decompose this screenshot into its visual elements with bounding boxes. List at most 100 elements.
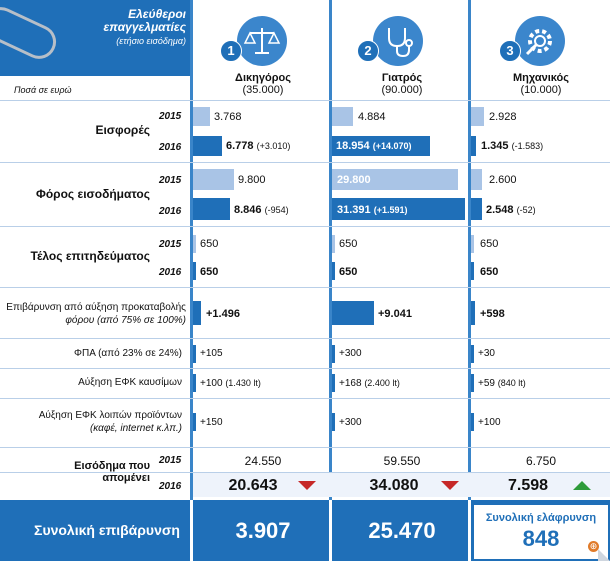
year-2015: 2015: [159, 455, 182, 466]
row-divider: [0, 472, 610, 473]
contributions-2015-value-2: 4.884: [358, 111, 386, 123]
profession-2-name: Γιατρός: [381, 72, 423, 84]
remaining-income-2016-value-1: 20.643: [228, 477, 278, 494]
income-tax-label: Φόρος εισοδήματος: [36, 187, 150, 201]
header-subtitle: (ετήσιο εισόδημα): [116, 36, 186, 46]
page-corner-fold: [598, 549, 610, 561]
profession-2-number-badge: 2: [357, 40, 379, 62]
scales-icon: [237, 16, 287, 66]
column-divider-1: [190, 0, 193, 505]
vat-label: ΦΠΑ (από 23% σε 24%): [74, 348, 182, 359]
fuel-excise-amount-1: +100: [200, 378, 223, 389]
income-tax-2016-bar-1: [193, 198, 230, 220]
fuel-excise-tick-2: [332, 374, 335, 392]
stethoscope-icon: [373, 16, 423, 66]
income-tax-2016-value-2: 31.391 (+1.591): [337, 204, 408, 216]
other-excise-value-1: +150: [200, 417, 223, 428]
row-divider: [0, 368, 610, 369]
share-icon[interactable]: ⊕: [588, 541, 599, 552]
profession-1-name: Δικηγόρος: [235, 72, 291, 84]
fuel-excise-tick-1: [193, 374, 196, 392]
professional-fee-2015-value-2: 650: [339, 238, 358, 250]
fuel-excise-amount-3: +59: [478, 378, 495, 389]
remaining-income-label-line2: απομένει: [102, 472, 150, 484]
contributions-2016-delta-1: (+3.010): [256, 141, 291, 151]
remaining-income-2015-value-3: 6.750: [525, 454, 557, 468]
totals-divider-1: [190, 500, 193, 561]
professional-fee-label: Τέλος επιτηδεύματος: [30, 249, 150, 263]
other-excise-tick-1: [193, 413, 196, 431]
profession-1-number-badge: 1: [220, 40, 242, 62]
other-excise-value-3: +100: [478, 417, 501, 428]
professional-fee-2016-value-2: 650: [339, 266, 358, 278]
year-2015: 2015: [159, 111, 182, 122]
trend-up-icon: [573, 481, 591, 490]
year-2016: 2016: [159, 206, 182, 217]
fuel-excise-amount-2: +168: [339, 378, 362, 389]
year-2016: 2016: [159, 142, 182, 153]
income-tax-2016-bar-3: [471, 198, 482, 220]
fuel-excise-note-1: (1.430 lt): [225, 378, 261, 388]
year-2016: 2016: [159, 481, 182, 492]
income-tax-2015-bar-2: [332, 169, 458, 190]
year-2016: 2016: [159, 267, 182, 278]
contributions-2016-amount-1: 6.778: [226, 140, 254, 152]
trend-down-icon: [441, 481, 459, 490]
income-tax-2016-amount-1: 8.846: [234, 204, 262, 216]
remaining-income-2016-value-3: 7.598: [507, 477, 549, 494]
row-divider: [0, 398, 610, 399]
contributions-2016-bar-1: [193, 136, 222, 156]
income-tax-2016-amount-2: 31.391: [337, 204, 371, 216]
professional-fee-2016-tick-2: [332, 262, 335, 280]
income-tax-2015-value-1: 9.800: [238, 174, 266, 186]
income-tax-2016-amount-3: 2.548: [486, 204, 514, 216]
income-tax-2015-value-3: 2.600: [489, 174, 517, 186]
income-tax-2016-delta-3: (-52): [516, 205, 536, 215]
remaining-income-label-line1: Εισόδημα που: [74, 460, 150, 472]
total-burden-value-1: 3.907: [235, 518, 291, 543]
professional-fee-2016-value-3: 650: [480, 266, 499, 278]
contributions-label: Εισφορές: [95, 123, 150, 137]
total-relief-value: 848: [522, 526, 560, 551]
fuel-excise-value-1: +100 (1.430 lt): [200, 377, 261, 390]
other-excise-label-line2: (καφέ, internet κ.λπ.): [89, 423, 182, 434]
totals-divider-2: [329, 500, 332, 561]
income-tax-2016-value-3: 2.548 (-52): [486, 204, 536, 216]
contributions-2016-value-1: 6.778 (+3.010): [226, 140, 290, 152]
header-title: Ελεύθεροι επαγγελματίες: [103, 7, 186, 34]
prepayment-bar-2: [332, 301, 374, 325]
prepayment-value-2: +9.041: [378, 308, 412, 320]
professional-fee-2015-value-3: 650: [480, 238, 499, 250]
totals-divider-3: [468, 500, 471, 561]
other-excise-tick-3: [471, 413, 474, 431]
profession-1-count: (35.000): [242, 84, 284, 96]
fuel-excise-note-2: (2.400 lt): [364, 378, 400, 388]
contributions-2015-value-1: 3.768: [214, 111, 242, 123]
total-relief-box: Συνολική ελάφρυνση 848 ⊕: [472, 503, 610, 561]
prepayment-label-line2: φόρου (από 75% σε 100%): [65, 315, 186, 326]
income-tax-2016-value-1: 8.846 (-954): [234, 204, 289, 216]
vat-tick-1: [193, 345, 196, 363]
gear-icon: [515, 16, 565, 66]
row-divider: [0, 226, 610, 227]
contributions-2016-delta-3: (-1.583): [511, 141, 544, 151]
row-divider: [0, 100, 610, 101]
prepayment-label-line1: Επιβάρυνση από αύξηση προκαταβολής: [6, 302, 186, 313]
prepayment-bar-1: [193, 301, 201, 325]
contributions-2015-bar-2: [332, 107, 353, 126]
vat-value-2: +300: [339, 348, 362, 359]
prepayment-value-3: +598: [480, 308, 505, 320]
profession-2-count: (90.000): [381, 84, 423, 96]
column-divider-2: [329, 0, 332, 505]
professional-fee-2015-tick-2: [332, 235, 335, 253]
fuel-excise-note-3: (840 lt): [497, 378, 526, 388]
amounts-note: Ποσά σε ευρώ: [14, 85, 72, 95]
fuel-excise-tick-3: [471, 374, 474, 392]
amounts-note-bg: [0, 76, 190, 100]
contributions-2016-value-3: 1.345 (-1.583): [481, 140, 543, 152]
fuel-excise-value-2: +168 (2.400 lt): [339, 377, 400, 390]
professional-fee-2016-tick-3: [471, 262, 474, 280]
professional-fee-2015-value-1: 650: [200, 238, 219, 250]
row-divider: [0, 162, 610, 163]
